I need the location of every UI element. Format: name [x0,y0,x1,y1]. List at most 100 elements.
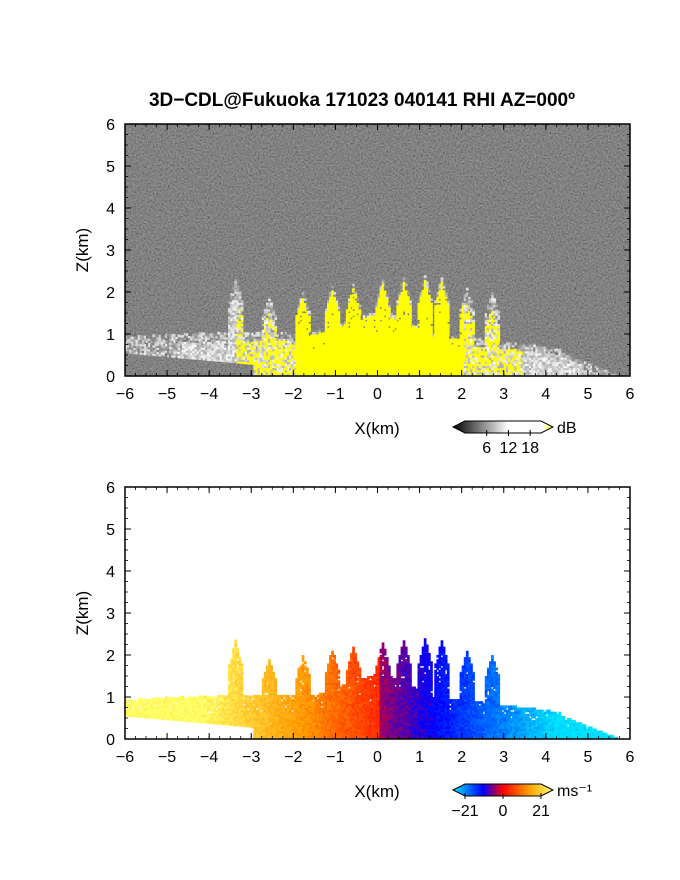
echo-cell [421,338,425,341]
echo-cell [394,321,397,325]
echo-cell [396,338,400,341]
echo-cell [293,338,296,341]
echo-cell [194,342,198,345]
echo-cell [371,367,374,371]
echo-cell [554,357,557,360]
echo-cell [573,373,576,376]
echo-cell [196,355,200,358]
echo-cell [303,300,307,304]
echo-cell [301,294,305,297]
echo-cell [425,329,429,333]
echo-cell [314,361,318,364]
echo-cell [335,334,339,337]
echo-cell [238,327,242,331]
echo-cell [402,294,406,297]
echo-cell [276,357,280,360]
echo-cell [425,367,429,371]
echo-cell [232,291,235,294]
echo-cell [413,361,416,364]
echo-cell [379,296,383,299]
echo-cell [306,313,309,316]
echo-cell [303,304,307,308]
echo-cell [348,336,351,339]
echo-cell [234,303,238,307]
echo-cell [335,319,339,322]
echo-cell [263,369,267,373]
echo-cell [139,339,143,343]
echo-cell [324,331,328,335]
echo-cell [373,350,376,354]
echo-cell [282,355,286,358]
echo-cell [585,365,589,369]
echo-cell [449,357,452,360]
echo-cell [390,342,393,346]
echo-cell [339,340,343,343]
echo-cell [230,301,233,305]
echo-cell [524,348,528,352]
echo-cell [493,367,496,371]
echo-cell [404,323,408,327]
echo-cell [150,353,153,356]
echo-cell [436,294,440,297]
echo-cell [468,302,471,306]
echo-cell [499,371,503,375]
echo-cell [461,344,465,348]
echo-cell [434,369,437,373]
echo-cell [465,304,469,308]
echo-cell [306,369,309,373]
echo-cell [383,331,387,335]
echo-cell [392,350,395,354]
echo-cell [394,357,397,360]
echo-cell [360,331,364,335]
echo-cell [463,304,467,308]
echo-cell [404,338,408,341]
echo-cell [379,302,383,306]
echo-cell [465,363,469,367]
echo-cell [381,300,385,304]
echo-cell [421,355,425,358]
echo-cell [150,336,153,339]
echo-cell [240,323,244,327]
echo-cell [575,371,578,375]
echo-cell [402,300,406,304]
echo-cell [407,373,410,376]
echo-cell [430,315,433,318]
echo-cell [383,363,387,367]
echo-cell [221,338,225,342]
echo-cell [272,313,275,316]
echo-cell [263,340,267,343]
echo-cell [230,322,233,326]
echo-cell [156,343,160,346]
echo-cell [306,325,309,329]
echo-cell [470,325,473,329]
echo-cell [339,344,343,348]
echo-cell [531,363,534,367]
echo-cell [337,367,341,371]
echo-cell [350,300,353,304]
echo-cell [400,371,404,375]
echo-cell [428,319,431,322]
echo-cell [409,371,412,375]
echo-cell [503,369,507,373]
echo-cell [198,340,202,344]
echo-cell [238,302,242,305]
echo-cell [350,308,353,312]
echo-cell [177,336,181,340]
echo-cell [228,345,231,349]
echo-cell [459,373,463,376]
echo-cell [240,321,244,324]
echo-cell [388,310,391,314]
echo-cell [316,369,320,373]
echo-cell [232,322,235,326]
echo-cell [438,304,442,308]
echo-cell [303,323,307,327]
echo-cell [350,325,353,329]
echo-cell [287,340,290,343]
echo-cell [270,321,273,325]
echo-cell [293,350,296,354]
echo-cell [215,344,219,347]
echo-cell [232,305,235,309]
echo-cell [369,334,372,337]
echo-cell [362,315,366,318]
echo-cell [438,294,442,297]
